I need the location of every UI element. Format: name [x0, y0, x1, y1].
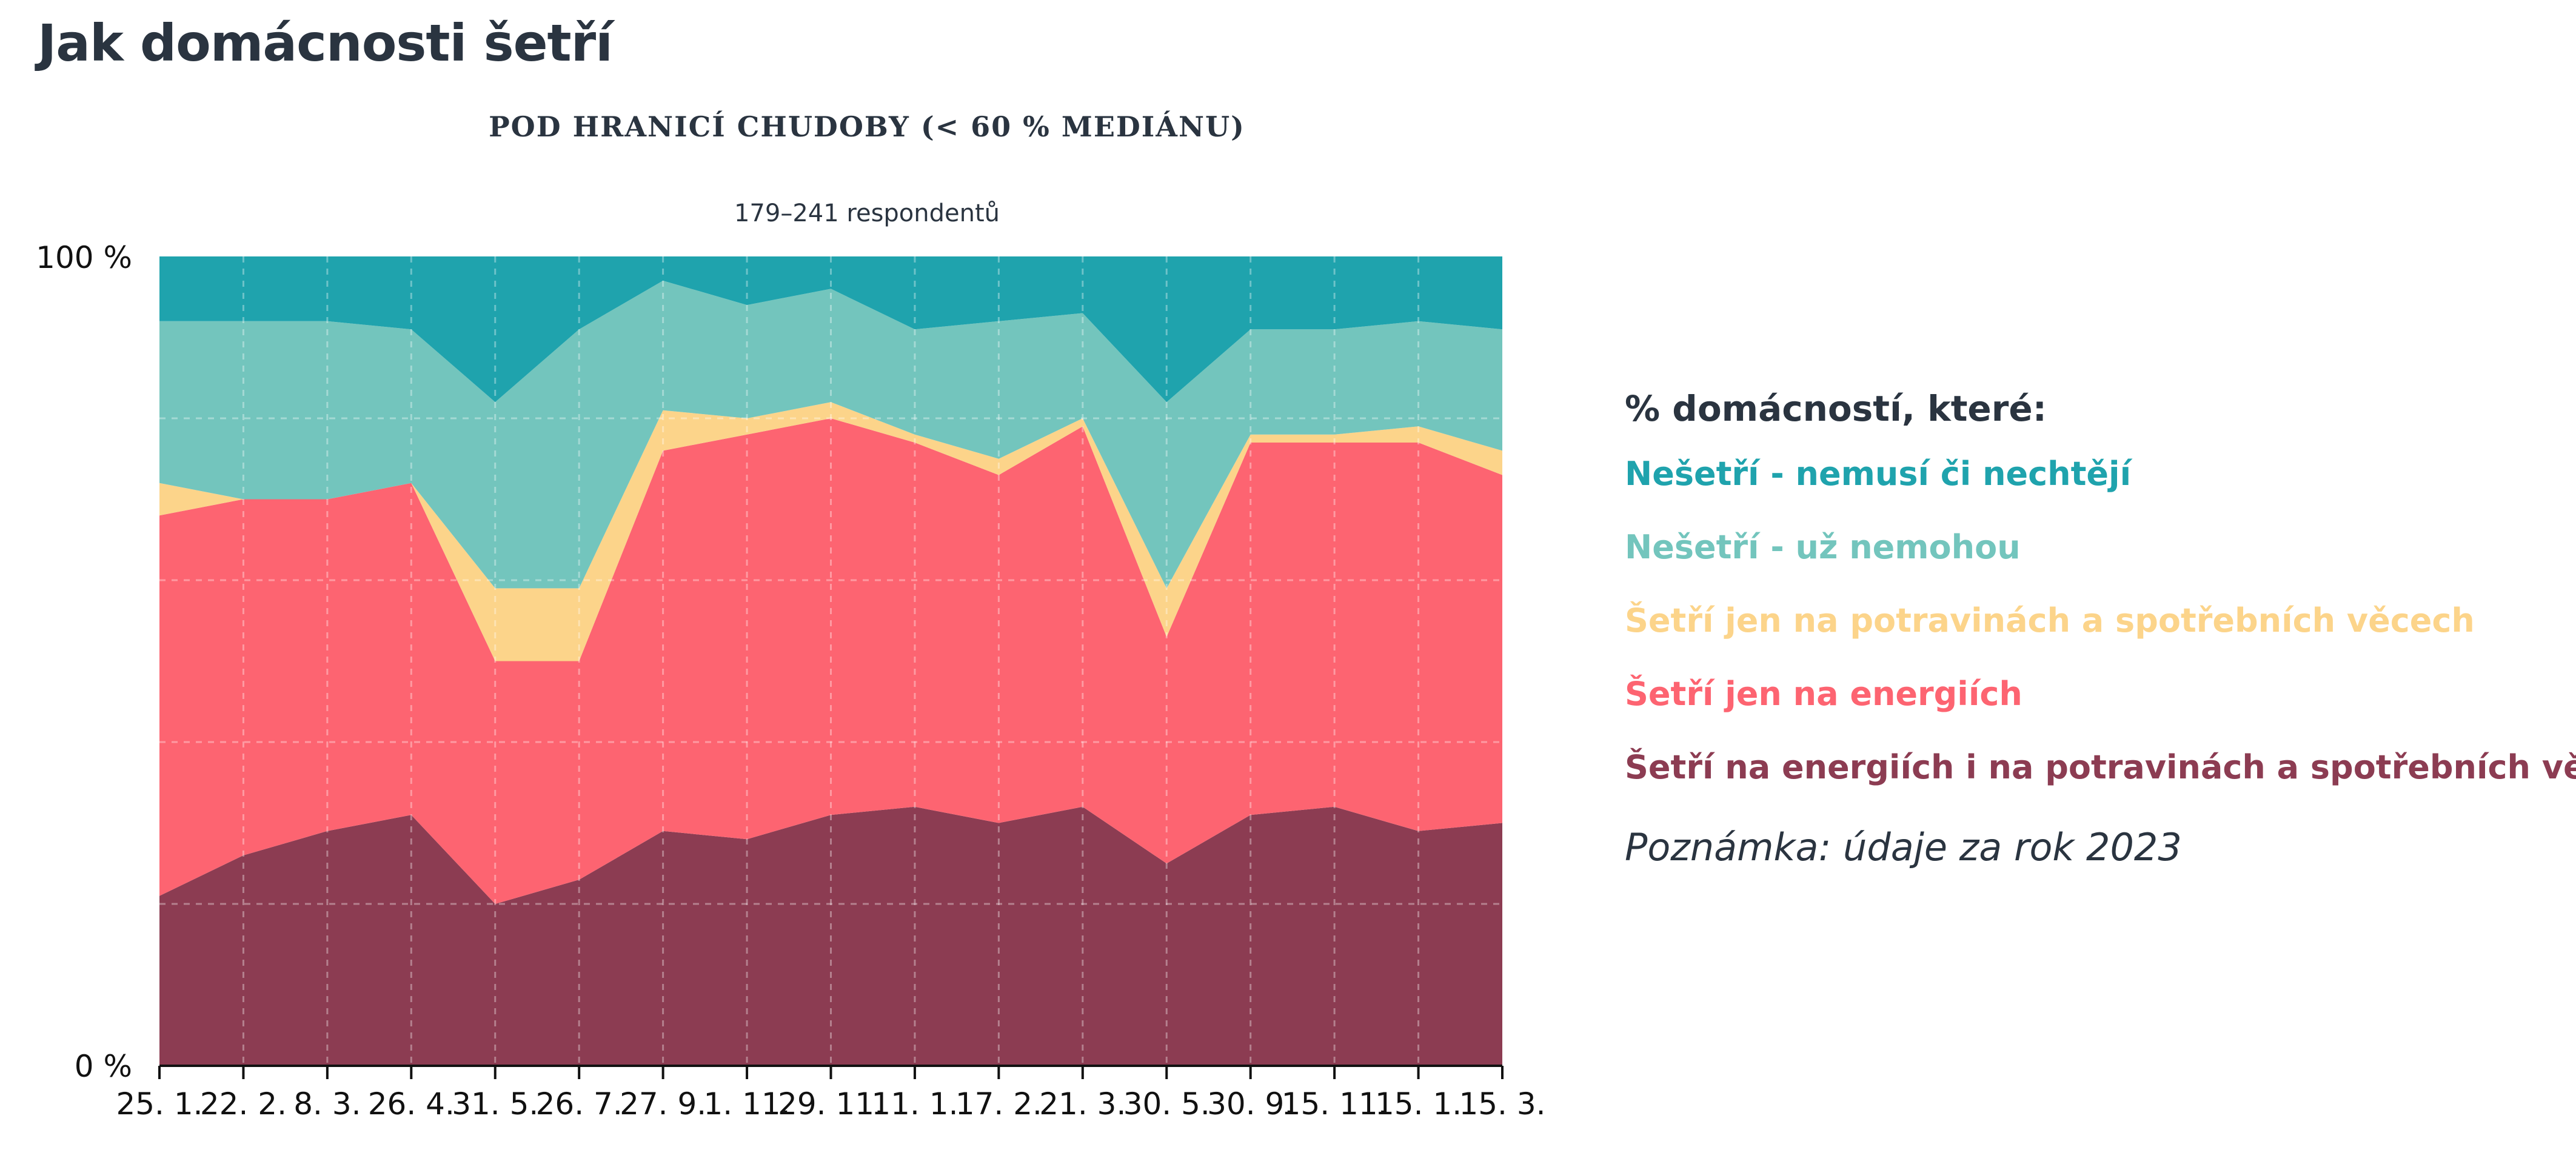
respondent-count: 179–241 respondentů: [734, 199, 1000, 227]
x-tick-label: 26. 4.: [368, 1086, 455, 1122]
stacked-areas: [159, 256, 1502, 1066]
gridlines: [159, 256, 1502, 1066]
area-series-1: [159, 418, 1502, 904]
x-tick-label: 26. 7.: [536, 1086, 623, 1122]
note: Poznámka: údaje za rok 2023: [1625, 825, 2182, 869]
x-tick-label: 29. 11.: [778, 1086, 884, 1122]
legend-title: % domácností, které:: [1625, 388, 2047, 429]
y-tick-label-bottom: 0 %: [75, 1049, 132, 1084]
page-title: Jak domácnosti šetří: [38, 13, 613, 73]
legend-item-potraviny: Šetří jen na potravinách a spotřebních v…: [1625, 601, 2475, 640]
x-tick-label: 30. 9.: [1207, 1086, 1294, 1122]
area-series-2: [159, 402, 1502, 661]
legend-item-nemohou: Nešetří - už nemohou: [1625, 528, 2021, 566]
chart: POD HRANICÍ CHUDOBY (< 60 % MEDIÁNU) 179…: [36, 110, 1546, 1122]
x-tick-label: 25. 1.: [116, 1086, 202, 1122]
x-tick-label: 1. 11.: [704, 1086, 791, 1122]
area-series-3: [159, 281, 1502, 589]
legend-item-nemusi: Nešetří - nemusí či nechtějí: [1625, 455, 2132, 493]
x-tick-label: 30. 5.: [1123, 1086, 1210, 1122]
x-tick-label: 15. 3.: [1459, 1086, 1545, 1122]
area-series-0: [159, 806, 1502, 1066]
x-tick-label: 8. 3.: [293, 1086, 361, 1122]
chart-subtitle: POD HRANICÍ CHUDOBY (< 60 % MEDIÁNU): [489, 110, 1245, 143]
x-tick-label: 15. 11.: [1282, 1086, 1388, 1122]
legend-item-energie: Šetří jen na energiích: [1625, 675, 2022, 713]
x-tick-label: 27. 9.: [620, 1086, 706, 1122]
x-tick-label: 22. 2.: [200, 1086, 287, 1122]
x-tick-label: 11. 1.: [871, 1086, 958, 1122]
x-axis-ticks: 25. 1.22. 2. 8. 3. 26. 4.31. 5.26. 7.27. 9…: [116, 1066, 1546, 1122]
area-series-4: [159, 256, 1502, 403]
legend-item-obojí: Šetří na energiích i na potravinách a sp…: [1625, 748, 2576, 786]
legend: % domácností, které: Nešetří - nemusí či…: [1625, 388, 2576, 869]
x-tick-label: 15. 1.: [1375, 1086, 1462, 1122]
y-tick-label-top: 100 %: [36, 240, 132, 275]
x-tick-label: 17. 2.: [955, 1086, 1042, 1122]
x-tick-label: 31. 5.: [452, 1086, 538, 1122]
x-tick-label: 21. 3.: [1039, 1086, 1126, 1122]
